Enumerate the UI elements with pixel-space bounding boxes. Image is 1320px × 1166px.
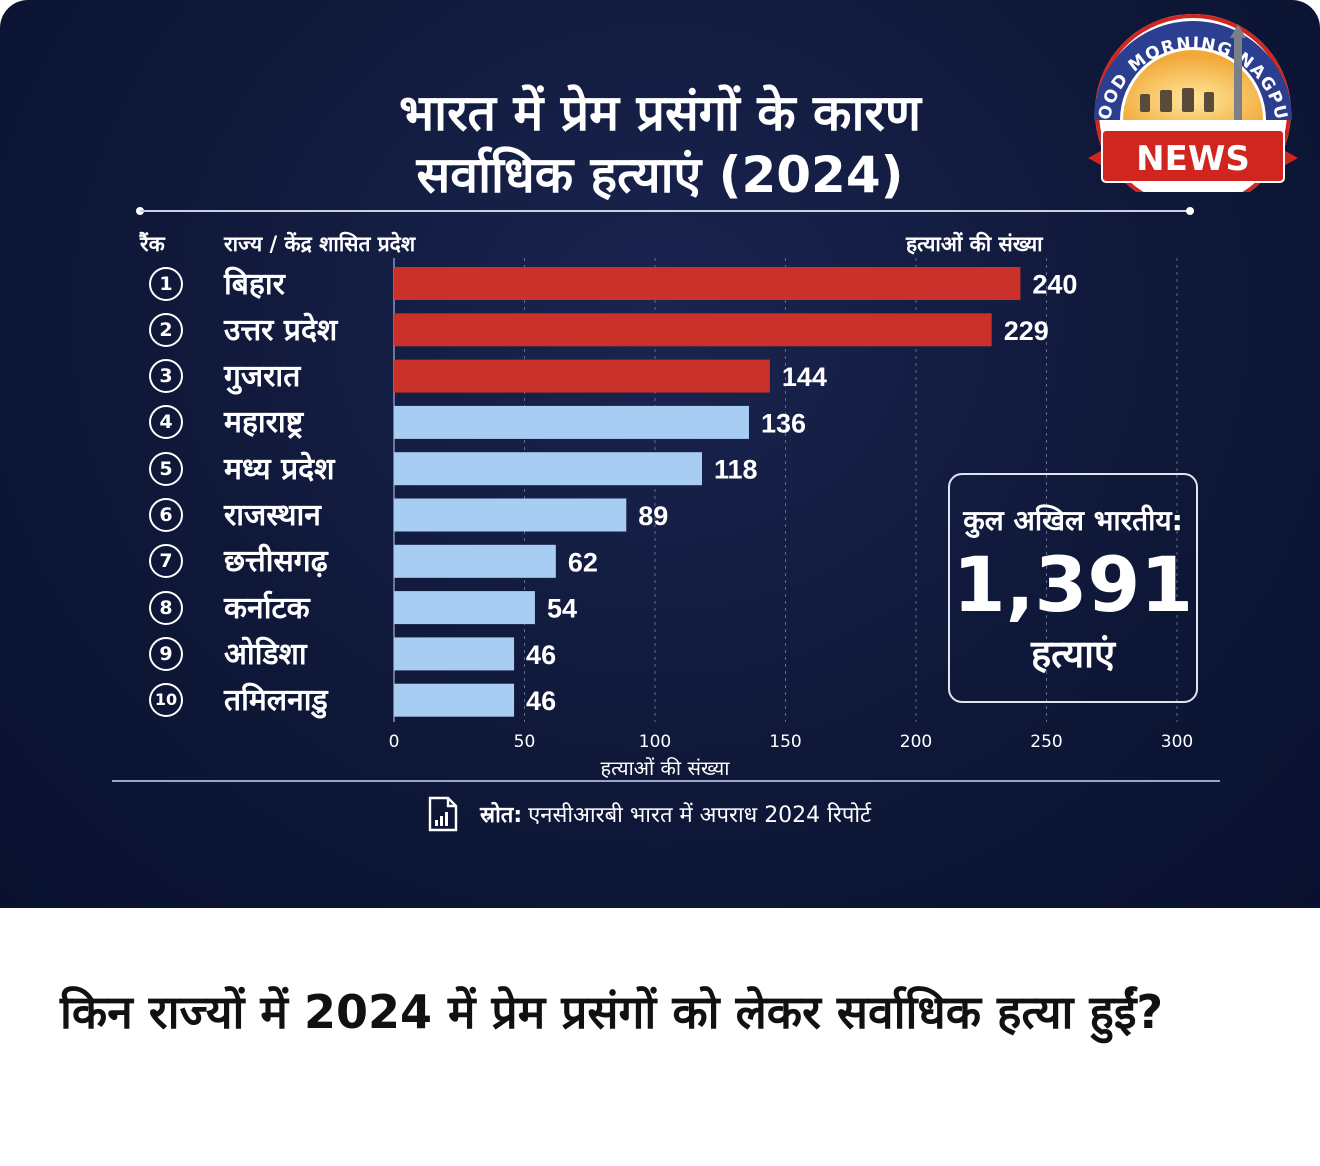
state-label-1: बिहार [224, 266, 285, 302]
chart-title-line-1: भारत में प्रेम प्रसंगों के कारण [398, 84, 922, 142]
good-morning-nagpur-logo: GOOD MORNING NAGPUR NEWS [1080, 8, 1298, 192]
footer-rule [112, 780, 1220, 782]
total-value: 1,391 [952, 540, 1194, 629]
rank-badge-9: 9 [149, 636, 183, 671]
infographic-card: भारत में प्रेम प्रसंगों के कारण सर्वाधिक… [0, 0, 1320, 908]
x-tick-50: 50 [513, 732, 536, 752]
document-chart-icon [428, 796, 458, 832]
rule-dot-right [1186, 207, 1194, 215]
header-rule [140, 210, 1190, 212]
state-label-4: महाराष्ट्र [224, 405, 304, 441]
bar-value-label-4: 136 [761, 408, 806, 438]
rank-badge-5: 5 [149, 451, 183, 486]
chart-title: भारत में प्रेम प्रसंगों के कारण सर्वाधिक… [300, 82, 1020, 206]
rank-badge-4: 4 [149, 405, 183, 440]
question-text: किन राज्यों में 2024 में प्रेम प्रसंगों … [60, 985, 1164, 1039]
bar-value-label-7: 62 [568, 547, 598, 577]
state-label-5: मध्य प्रदेश [224, 451, 335, 487]
bar-8 [394, 591, 535, 625]
bar-value-label-5: 118 [714, 455, 758, 485]
count-column-header: हत्याओं की संख्या [906, 232, 1043, 256]
x-tick-150: 150 [769, 732, 802, 752]
total-box: कुल अखिल भारतीय: 1,391 हत्याएं [948, 473, 1198, 703]
rank-column-header: रैंक [140, 232, 165, 256]
state-label-7: छत्तीसगढ़ [224, 544, 328, 580]
rank-badge-6: 6 [149, 498, 183, 532]
x-tick-300: 300 [1160, 732, 1194, 752]
bar-value-label-9: 46 [526, 640, 556, 670]
state-label-9: ओडिशा [224, 636, 307, 672]
rank-badge-10: 10 [149, 683, 183, 718]
bar-value-label-3: 144 [782, 362, 827, 392]
bar-10 [394, 683, 515, 717]
bar-7 [394, 544, 556, 578]
bar-value-label-2: 229 [1004, 316, 1049, 346]
rank-badge-2: 2 [149, 312, 183, 347]
state-label-2: उत्तर प्रदेश [224, 312, 338, 348]
bar-9 [394, 637, 515, 671]
source-line: स्रोत: एनसीआरबी भारत में अपराध 2024 रिपो… [428, 794, 871, 834]
chart-title-line-2: सर्वाधिक हत्याएं (2024) [416, 146, 904, 204]
bar-5 [394, 452, 702, 486]
bar-3 [394, 359, 770, 393]
state-label-10: तमिलनाडु [224, 683, 328, 719]
bar-1 [394, 267, 1021, 300]
x-tick-0: 0 [388, 732, 400, 752]
x-tick-200: 200 [899, 732, 933, 752]
bar-value-label-1: 240 [1032, 270, 1077, 300]
x-tick-250: 250 [1030, 732, 1063, 752]
total-label: कुल अखिल भारतीय: [963, 504, 1183, 537]
bar-4 [394, 405, 749, 439]
source-label: स्रोत: [480, 803, 523, 828]
total-unit: हत्याएं [1030, 632, 1116, 676]
bar-value-label-10: 46 [526, 686, 556, 716]
x-axis-label: हत्याओं की संख्या [600, 756, 730, 780]
source-text: एनसीआरबी भारत में अपराध 2024 रिपोर्ट [528, 803, 872, 828]
rank-badge-7: 7 [149, 544, 183, 579]
state-label-3: गुजरात [224, 359, 301, 395]
x-tick-100: 100 [638, 732, 672, 752]
state-label-8: कर्नाटक [224, 590, 310, 626]
state-column-header: राज्य / केंद्र शासित प्रदेश [224, 232, 416, 256]
rank-badge-1: 1 [149, 266, 183, 301]
bar-2 [394, 313, 992, 347]
state-label-6: राजस्थान [224, 498, 321, 533]
bar-value-label-6: 89 [638, 501, 668, 531]
bar-value-label-8: 54 [547, 594, 577, 624]
svg-text:NEWS: NEWS [1136, 139, 1250, 179]
rank-badge-8: 8 [149, 590, 183, 625]
bar-6 [394, 498, 627, 532]
rank-badge-3: 3 [149, 359, 183, 394]
